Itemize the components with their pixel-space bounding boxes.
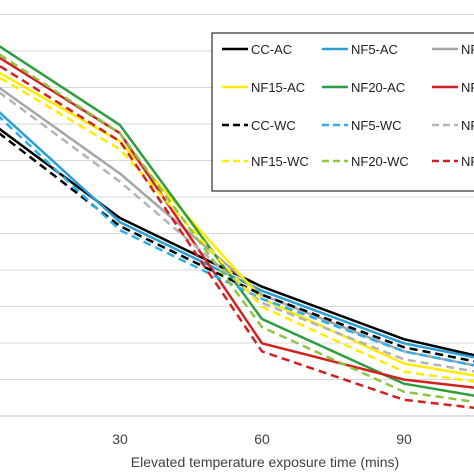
series-line-nf25-wc — [0, 64, 474, 410]
series-line-nf15-wc — [0, 76, 474, 383]
legend-label: CC-WC — [251, 118, 296, 133]
x-tick-label: 60 — [254, 431, 270, 447]
series-line-nf5-ac — [0, 111, 474, 359]
legend-label: NF20-WC — [351, 154, 409, 169]
legend-label: NF25-AC — [461, 80, 474, 95]
legend-label: NF15-AC — [251, 80, 305, 95]
x-tick-label: 30 — [112, 431, 128, 447]
legend-label: NF5-AC — [351, 42, 398, 57]
legend-label: NF25-WC — [461, 154, 474, 169]
series-line-nf25-ac — [0, 56, 474, 389]
series-line-cc-wc — [0, 132, 474, 363]
legend-label: NF20-AC — [351, 80, 405, 95]
series-line-nf20-ac — [0, 45, 474, 397]
series-line-nf10-wc — [0, 91, 474, 373]
legend-label: NF5-WC — [351, 118, 402, 133]
x-tick-label: 90 — [396, 431, 412, 447]
series-line-nf5-wc — [0, 115, 474, 367]
legend-items: CC-AC NF5-AC NF10-AC NF15-AC NF20-AC NF25-AC C… — [222, 42, 474, 169]
series-line-nf20-wc — [0, 53, 474, 404]
series-line-cc-ac — [0, 127, 474, 357]
legend-label: NF10-WC — [461, 118, 474, 133]
legend: CC-AC NF5-AC NF10-AC NF15-AC NF20-AC NF25-AC C… — [211, 32, 474, 192]
legend-label: CC-AC — [251, 42, 292, 57]
legend-label: NF10-AC — [461, 42, 474, 57]
legend-label: NF15-WC — [251, 154, 309, 169]
x-tick-labels: 30 60 90 — [112, 431, 412, 447]
series-lines — [0, 45, 474, 410]
x-axis-title: Elevated temperature exposure time (mins… — [131, 454, 399, 470]
legend-box — [211, 32, 474, 192]
